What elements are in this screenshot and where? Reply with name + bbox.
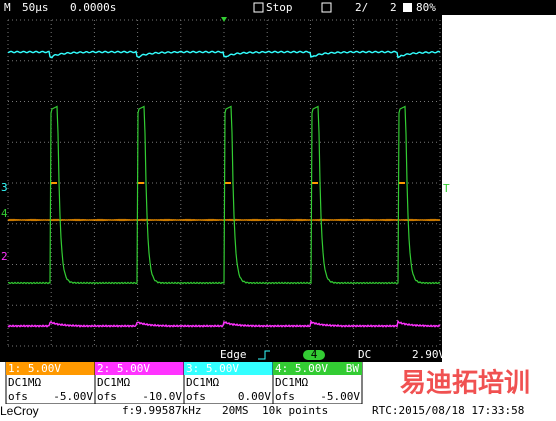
rtc: RTC:2015/08/18 17:33:58 <box>372 404 524 417</box>
trigger-level: 2.90V <box>412 348 445 361</box>
trigger-coupling: DC <box>358 348 371 361</box>
channel-ofs-label: ofs <box>97 390 117 403</box>
channel-coupling: DC1MΩ <box>275 376 308 389</box>
trigger-source: 4 <box>311 348 318 361</box>
channel-label: 4: 5.00V <box>275 362 328 375</box>
page-icon <box>321 2 332 13</box>
ch3-trace <box>7 50 441 59</box>
delay: 0.0000s <box>70 1 116 14</box>
channel-label: 1: 5.00V <box>8 362 61 375</box>
battery-icon <box>403 3 412 12</box>
waveform-area <box>0 15 442 348</box>
channel-bw: BW <box>346 362 360 375</box>
top-bar <box>0 0 556 15</box>
channel-ofs-label: ofs <box>275 390 295 403</box>
ch4-marker: 4 <box>1 207 8 220</box>
channel-header <box>273 362 362 375</box>
trigger-bar <box>0 348 442 362</box>
channel-header <box>184 362 273 375</box>
channel-header <box>6 362 95 375</box>
channel-coupling: DC1MΩ <box>97 376 130 389</box>
trigger-pos <box>221 17 227 22</box>
frequency: f:9.99587kHz <box>122 404 201 417</box>
channel-label: 3: 5.00V <box>186 362 239 375</box>
panel-blank <box>364 362 442 404</box>
ch4-trace <box>7 105 441 285</box>
channel-coupling: DC1MΩ <box>8 376 41 389</box>
channel-coupling: DC1MΩ <box>186 376 219 389</box>
ch2-marker: 2 <box>1 250 8 263</box>
brand: LeCroy <box>0 404 39 418</box>
channel-ofs-label: ofs <box>8 390 28 403</box>
traces <box>7 50 441 328</box>
ch3-marker: 3 <box>1 181 8 194</box>
channel-label: 2: 5.00V <box>97 362 150 375</box>
edge-icon <box>258 350 270 360</box>
page: 2/ <box>355 1 368 14</box>
channel-offset: -5.00V <box>53 390 93 403</box>
channel-ofs-label: ofs <box>186 390 206 403</box>
sample-rate: 20MS <box>222 404 249 417</box>
points: 10k points <box>262 404 328 417</box>
state: Stop <box>266 1 293 14</box>
pages: 2 <box>390 1 397 14</box>
channel-offset: -5.00V <box>320 390 360 403</box>
channel-offset: -10.0V <box>142 390 182 403</box>
ch2-trace <box>7 319 441 328</box>
trigger-marker: T <box>443 182 450 195</box>
timebase: 50µs <box>22 1 49 14</box>
battery: 80% <box>416 1 436 14</box>
stop-icon <box>253 2 264 13</box>
mode: M <box>4 1 11 14</box>
source-pill <box>303 350 325 360</box>
trigger-type: Edge <box>220 348 247 361</box>
footer <box>0 404 556 421</box>
channel-header <box>95 362 184 375</box>
watermark: 易迪拓培训 <box>400 369 530 399</box>
channel-offset: 0.00V <box>238 390 271 403</box>
